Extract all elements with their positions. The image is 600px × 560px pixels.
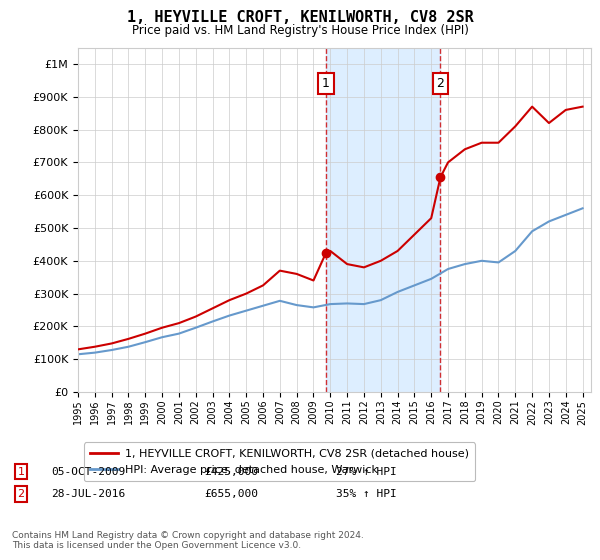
Bar [326, 48, 440, 392]
Text: £655,000: £655,000 [204, 489, 258, 499]
Text: 1: 1 [322, 77, 330, 90]
Text: 2: 2 [17, 489, 25, 499]
Text: Contains HM Land Registry data © Crown copyright and database right 2024.
This d: Contains HM Land Registry data © Crown c… [12, 531, 364, 550]
Text: Price paid vs. HM Land Registry's House Price Index (HPI): Price paid vs. HM Land Registry's House … [131, 24, 469, 36]
Text: 35% ↑ HPI: 35% ↑ HPI [336, 489, 397, 499]
Legend: 1, HEYVILLE CROFT, KENILWORTH, CV8 2SR (detached house), HPI: Average price, det: 1, HEYVILLE CROFT, KENILWORTH, CV8 2SR (… [83, 442, 475, 481]
Text: 28-JUL-2016: 28-JUL-2016 [51, 489, 125, 499]
Text: 27% ↑ HPI: 27% ↑ HPI [336, 466, 397, 477]
Text: £425,000: £425,000 [204, 466, 258, 477]
Text: 05-OCT-2009: 05-OCT-2009 [51, 466, 125, 477]
Text: 1, HEYVILLE CROFT, KENILWORTH, CV8 2SR: 1, HEYVILLE CROFT, KENILWORTH, CV8 2SR [127, 10, 473, 25]
Text: 2: 2 [437, 77, 445, 90]
Text: 1: 1 [17, 466, 25, 477]
